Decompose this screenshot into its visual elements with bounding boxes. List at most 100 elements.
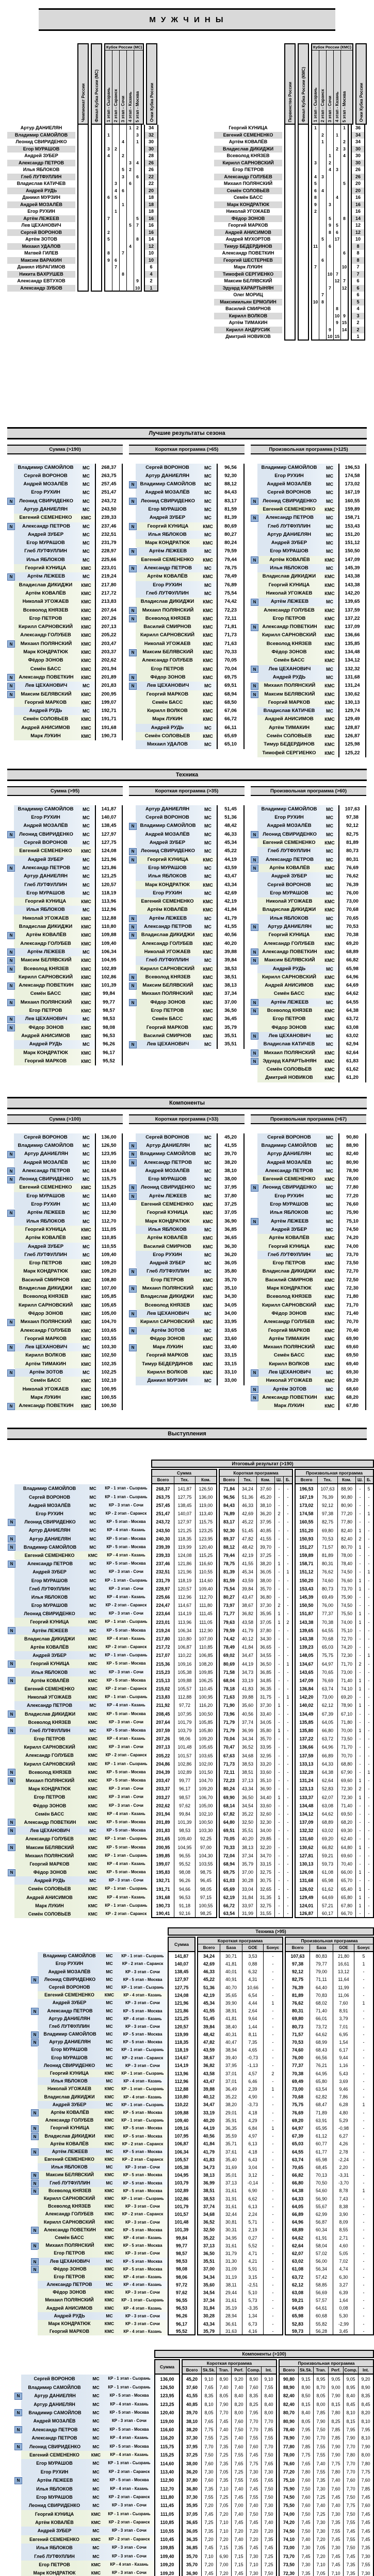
new-best-badge: [7, 506, 14, 512]
value-cell: 7,55: [344, 2535, 359, 2544]
value-group: 116,60: [154, 2425, 180, 2434]
athlete-block: Михаил ПОЛЯНСКИЙ КМС КР - 5 этап - Москва: [15, 1776, 151, 1785]
value-group: 204,86 102,86 102,00: [151, 1759, 217, 1768]
cup-header: Первенство России Финал Кубка России (КМС…: [214, 43, 367, 125]
stage-place: [341, 229, 348, 236]
value-cell: 64,33: [318, 1759, 338, 1768]
new-best-badge: [251, 965, 257, 972]
stage-label: 4 этап - Казань: [335, 92, 340, 122]
value-cell: 37,34: [239, 1851, 257, 1860]
rank-label: КМС: [324, 949, 335, 955]
new-best-badge: [129, 666, 136, 672]
value-cell: 4,71: [242, 2249, 264, 2258]
value-cell: 203,27: [152, 1793, 174, 1802]
rank-label: МС: [326, 1202, 333, 1208]
new-best-badge: N: [7, 1167, 15, 1175]
score-value: 102,10: [95, 1377, 123, 1385]
new-best-badge: [251, 573, 257, 580]
value-group: 120,57: [168, 2022, 196, 2031]
stage-place: 8: [334, 306, 342, 313]
table-row: Эдуард КАРАРТЫНЯН 7 12 6: [214, 284, 367, 292]
athlete-block: Андрей ЗУБЕР МС КР - 1 этап - Сызрань: [14, 1651, 151, 1660]
championship-cell: [77, 159, 89, 166]
value-cell: 40,31: [220, 2030, 242, 2039]
value-cell: 40,01: [220, 1968, 242, 1976]
value-cell: 7,90: [344, 2434, 359, 2443]
list-item: Владимир САМОЙЛОВ МС 126,50: [7, 1141, 123, 1150]
new-best-badge: [129, 991, 136, 997]
value-cell: -: [368, 1528, 370, 1533]
value-cell: -: [272, 2047, 274, 2053]
value-cell: 2: [356, 1659, 365, 1668]
score-value: 66,82: [338, 956, 366, 965]
value-cell: 68,89: [286, 2226, 310, 2234]
rank-label: МС: [89, 1561, 96, 1567]
value-cell: 34,24: [198, 1952, 220, 1960]
list-item: Всеволод КНЯЗЕВ КМС 34,05: [129, 1301, 245, 1310]
value-cell: 41,55: [183, 2392, 202, 2400]
value-cell: -: [363, 2031, 365, 2037]
athlete-block: Георгий КУНИЦА КМС: [14, 1225, 95, 1234]
value-cell: 60,77: [310, 2140, 333, 2148]
score-value: 72,70: [338, 1267, 366, 1276]
value-group: 99,84: [168, 2233, 196, 2242]
new-best-badge: [7, 1294, 14, 1300]
athlete-block: Александр ПЕТРОВ МС: [137, 564, 217, 573]
new-best-badge: [8, 1752, 14, 1758]
value-cell: 78,40: [280, 2425, 299, 2434]
list-item: N Фёдор ЗОНОВ КМС 37,00: [129, 998, 245, 1007]
new-best-badge: [7, 607, 14, 613]
value-cell: 73,97: [220, 1601, 239, 1610]
value-group: 36,52 30,81 5,71-: [197, 2218, 283, 2226]
rank-label: КМС: [81, 1033, 91, 1039]
value-cell: 116,20: [199, 1703, 213, 1708]
value-group: 88,12 48,42 39,70- -: [219, 1543, 293, 1551]
value-cell: 102,89: [174, 2188, 189, 2194]
value-cell: 76,39: [286, 1983, 310, 1992]
rank-label: МС: [92, 2418, 100, 2424]
value-cell: 82,40: [338, 1526, 356, 1535]
athlete-block: Марк КОНДРАТЮК КМС: [136, 880, 217, 889]
athlete-block: Тимур БЕДЕРДИНОВ КМС: [257, 740, 338, 749]
athlete-block: Егор МУРАШОВ МС: [257, 547, 338, 556]
rank-label: КМС: [81, 1353, 91, 1359]
value-group: 116,20: [154, 2434, 180, 2443]
new-best-badge: [31, 2297, 38, 2303]
value-group: 134,49 67,39 67,10- -: [295, 1709, 374, 1718]
rank-label: МС: [204, 806, 212, 812]
stage-place: 6: [343, 250, 346, 256]
stage-cells: 7: [311, 292, 349, 299]
value-cell: 16,61: [333, 1960, 354, 1968]
table-row: Марк КОНДРАТЮК 9 3 16: [214, 201, 367, 208]
list-item: Глеб ЛУТФУЛЛИН МС 153,43: [251, 522, 366, 531]
value-group: 64,33 56,90 7,43-: [285, 2195, 374, 2203]
athlete-block: Максим БЕЛЯВСКИЙ КМС КР - 5 этап - Москва: [39, 2171, 168, 2179]
stage-place: [319, 333, 327, 340]
value-cell: 78,90: [280, 2434, 299, 2443]
athlete-name: Эдуард КАРАРТЫНЯН: [263, 1058, 317, 1064]
new-best-badge: [129, 1226, 136, 1232]
value-cell: 96,26: [175, 2313, 187, 2319]
score-value: 71,81: [217, 623, 245, 632]
value-cell: 7,50: [299, 2527, 314, 2535]
value-group: 69,51 35,51 34,00- -: [219, 1826, 293, 1835]
new-best-badge: N: [129, 1268, 137, 1276]
athlete-block: Глеб ЛУТФУЛЛИН МС КР - 3 этап - Сочи: [14, 1584, 151, 1593]
score-value: 98,57: [95, 1007, 123, 1015]
new-best-badge: [129, 1378, 136, 1384]
stage-place: [120, 125, 127, 132]
athlete-name: Артём КОВАЛЁВ: [269, 556, 310, 563]
value-cell: 35,79: [198, 2328, 220, 2335]
athlete-block: Андрей МОЗАЛЁВ МС: [257, 822, 338, 831]
new-best-badge: [7, 1277, 14, 1283]
list-item: Андрей РУДЬ МС 192,71: [7, 707, 123, 716]
rank-label: МС: [106, 2180, 113, 2185]
list-item: Андрей МОЗАЛЁВ МС 80,90: [251, 1158, 366, 1167]
list-item: N Георгий КУНИЦА КМС 80,69: [129, 522, 245, 531]
new-best-badge: [7, 815, 14, 821]
athlete-name: Владимир САМОЙЛОВ: [140, 1151, 196, 1157]
value-cell: 109,85: [199, 1669, 213, 1675]
athlete-name: Владислав ДИКИДЖИ: [19, 1285, 73, 1292]
new-best-badge: [129, 957, 136, 963]
merged-group-label: Сумма: [174, 1942, 189, 1947]
